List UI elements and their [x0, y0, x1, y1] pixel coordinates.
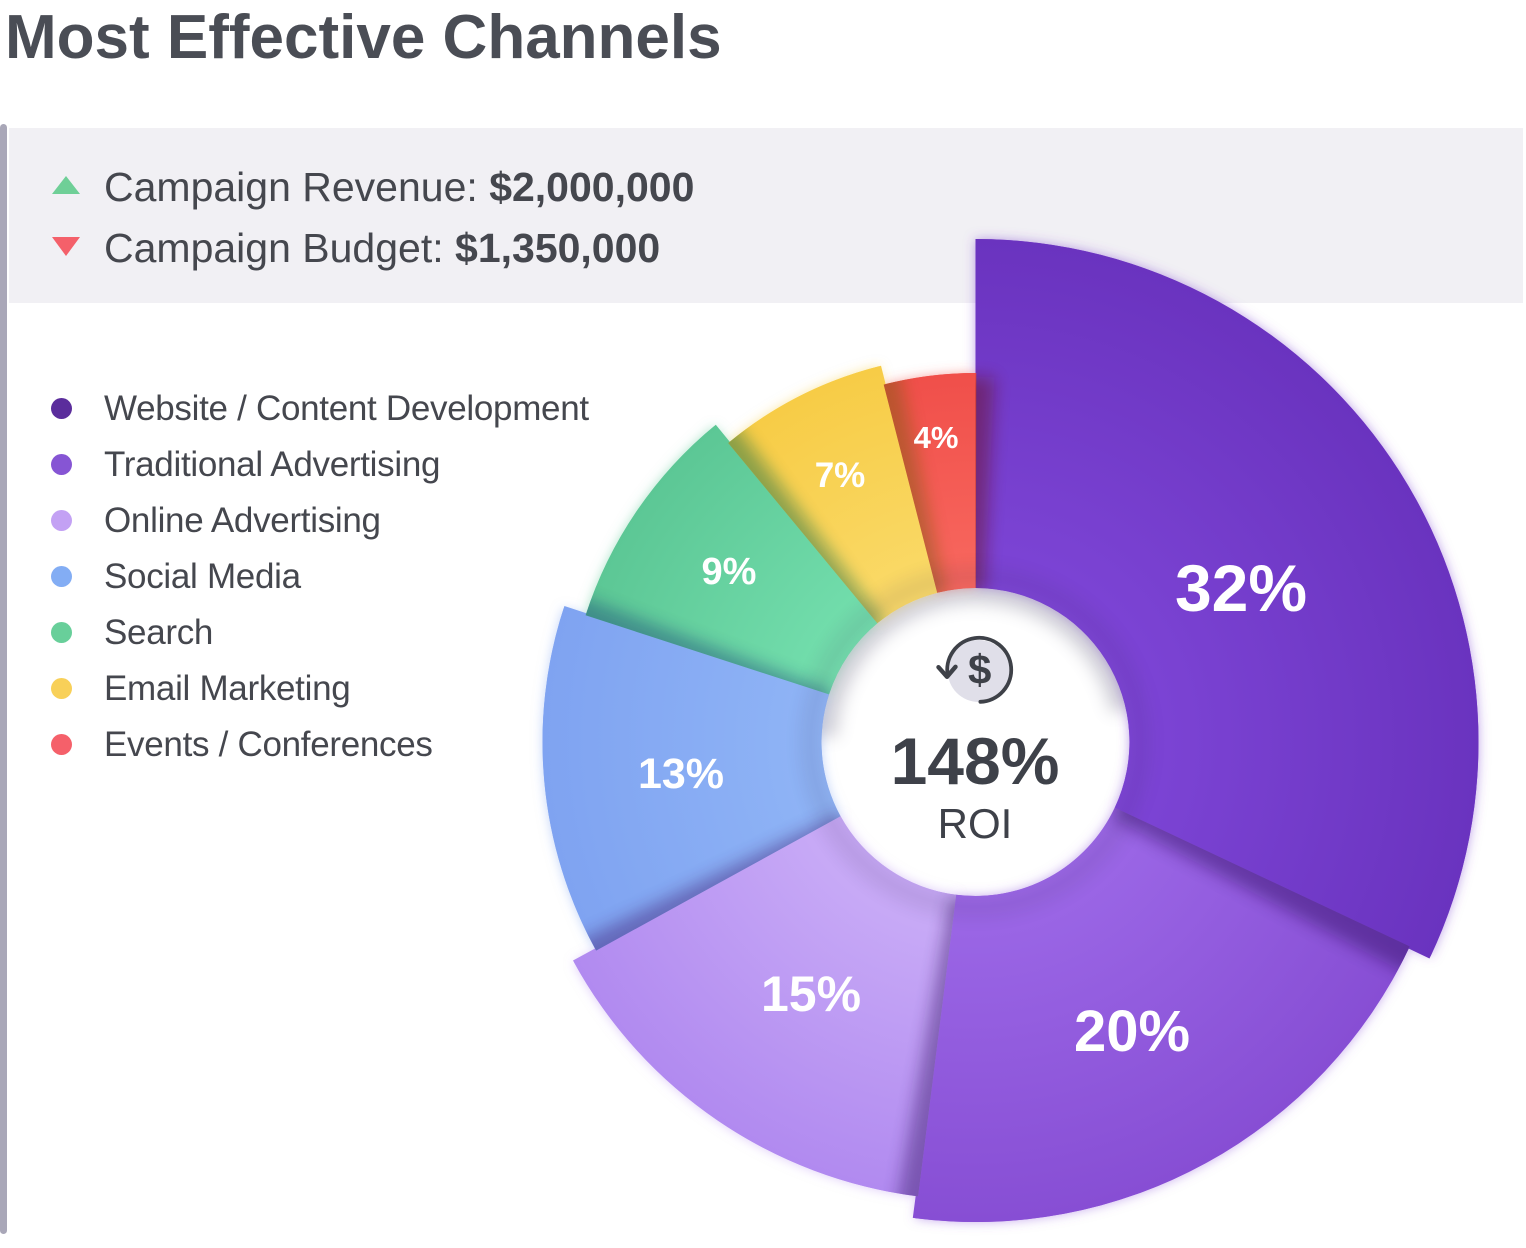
svg-text:15%: 15% [761, 966, 861, 1022]
svg-text:20%: 20% [1074, 999, 1190, 1064]
svg-text:13%: 13% [638, 750, 724, 798]
svg-text:7%: 7% [815, 456, 866, 495]
svg-text:32%: 32% [1175, 551, 1307, 625]
svg-text:$: $ [968, 646, 991, 693]
svg-text:4%: 4% [914, 420, 959, 455]
svg-text:9%: 9% [702, 551, 757, 593]
